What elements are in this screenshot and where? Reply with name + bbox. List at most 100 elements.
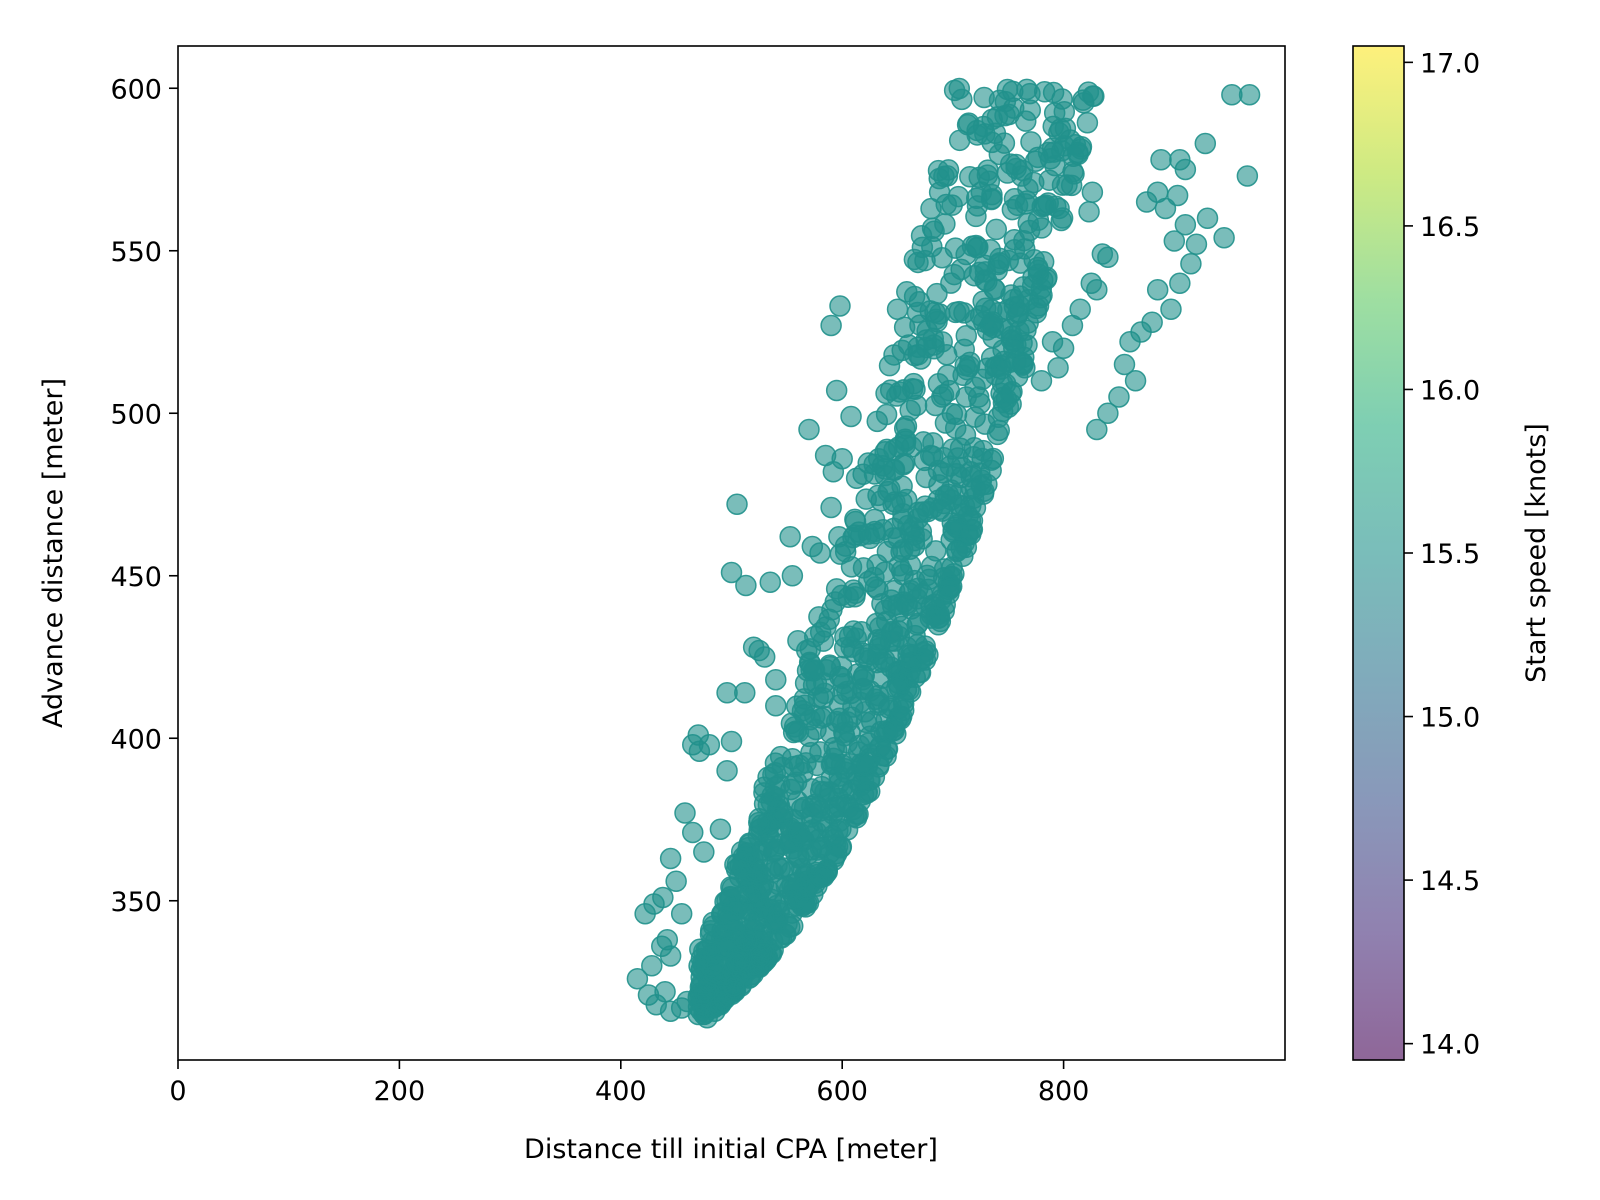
y-tick-label: 350	[110, 887, 162, 918]
scatter-point	[829, 295, 851, 317]
scatter-point	[803, 659, 826, 681]
scatter-point	[670, 903, 693, 925]
scatter-point	[868, 694, 890, 716]
scatter-point	[963, 264, 986, 287]
y-axis: 350 400 450 500 550 600	[110, 74, 178, 918]
scatter-point	[709, 818, 732, 840]
scatter-point	[682, 821, 704, 844]
scatter-point	[748, 945, 770, 968]
scatter-point	[626, 968, 649, 990]
scatter-point	[787, 871, 809, 894]
scatter-point	[1081, 181, 1104, 203]
scatter-point	[907, 507, 929, 530]
scatter-point	[1166, 184, 1189, 207]
scatter-point	[825, 379, 848, 402]
scatter-point	[1185, 233, 1208, 255]
scatter-point	[904, 344, 926, 367]
scatter-point	[994, 104, 1016, 127]
scatter-point	[899, 399, 921, 422]
scatter-point	[824, 845, 846, 868]
x-tick-label: 0	[169, 1076, 186, 1107]
colorbar-tick-label: 14.0	[1420, 1030, 1480, 1061]
scatter-point	[820, 314, 842, 337]
scatter-point	[716, 760, 738, 782]
scatter-point	[753, 646, 776, 668]
scatter-point	[759, 571, 781, 593]
scatter-point	[907, 577, 929, 600]
scatter-point	[941, 194, 963, 216]
x-tick-label: 200	[374, 1076, 426, 1107]
y-tick-label: 400	[110, 724, 162, 755]
scatter-point	[988, 143, 1011, 166]
x-tick-label: 800	[1038, 1076, 1090, 1107]
scatter-point	[792, 761, 814, 784]
scatter-point	[928, 181, 951, 203]
scatter-point	[820, 496, 842, 519]
scatter-point	[1086, 418, 1108, 441]
scatter-point	[726, 493, 748, 515]
scatter-point	[1042, 115, 1064, 138]
scatter-point	[1030, 370, 1053, 392]
scatter-point	[702, 915, 725, 937]
scatter-point	[831, 448, 853, 470]
scatter-point	[925, 308, 947, 331]
colorbar-tick-label: 17.0	[1420, 48, 1480, 79]
scatter-point	[981, 188, 1003, 210]
scatter-point	[1194, 132, 1217, 155]
scatter-point	[906, 301, 929, 324]
scatter-point	[876, 738, 899, 760]
scatter-point	[965, 205, 987, 228]
scatter-point	[985, 218, 1008, 241]
scatter-point	[892, 693, 915, 715]
scatter-point	[854, 647, 876, 669]
scatter-point	[953, 338, 975, 361]
scatter-point	[735, 929, 758, 952]
scatter-point	[830, 655, 853, 678]
scatter-point	[1051, 174, 1074, 196]
scatter-point	[901, 378, 924, 400]
x-axis-label: Distance till initial CPA [meter]	[524, 1134, 938, 1165]
y-axis-label: Advance distance [meter]	[38, 378, 69, 728]
scatter-point	[866, 410, 888, 433]
colorbar-tick-label: 15.5	[1420, 539, 1480, 570]
scatter-point	[1003, 228, 1026, 251]
scatter-point	[659, 945, 682, 967]
scatter-point	[873, 649, 896, 671]
scatter-point	[882, 720, 904, 742]
scatter-point	[1180, 253, 1202, 275]
scatter-point	[734, 682, 756, 704]
scatter-point	[688, 740, 711, 762]
scatter-point	[674, 802, 696, 824]
scatter-point	[870, 490, 892, 512]
scatter-point	[894, 428, 917, 450]
scatter-point	[806, 875, 828, 897]
scatter-point	[906, 633, 929, 656]
colorbar-tick-label: 16.0	[1420, 375, 1480, 406]
scatter-point	[923, 220, 945, 242]
scatter-point	[830, 818, 852, 840]
y-tick-label: 550	[110, 237, 162, 268]
scatter-point	[1196, 207, 1219, 229]
scatter-point	[867, 448, 890, 470]
colorbar-label: Start speed [knots]	[1521, 423, 1552, 683]
scatter-point	[1020, 131, 1042, 153]
scatter-point	[659, 847, 682, 870]
scatter-point	[859, 527, 881, 550]
scatter-point	[943, 79, 966, 102]
scatter-point	[1072, 89, 1094, 111]
scatter-point	[840, 405, 862, 428]
scatter-point	[986, 259, 1008, 281]
scatter-point	[1037, 192, 1059, 214]
scatter-point	[750, 814, 773, 836]
scatter-point	[1160, 298, 1182, 320]
scatter-point	[961, 235, 984, 257]
x-tick-label: 600	[816, 1076, 868, 1107]
scatter-point	[781, 565, 804, 587]
scatter-point	[866, 554, 888, 576]
scatter-point	[887, 527, 910, 549]
scatter-point	[823, 736, 845, 759]
scatter-point	[988, 419, 1010, 442]
scatter-point	[740, 860, 763, 882]
scatter-point	[654, 981, 676, 1003]
colorbar-tick-label: 14.5	[1420, 866, 1480, 897]
